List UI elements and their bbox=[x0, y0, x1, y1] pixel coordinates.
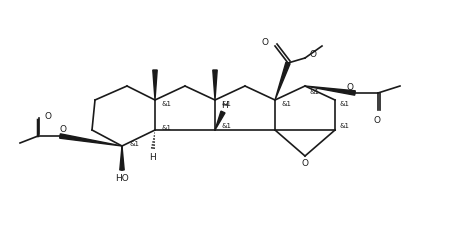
Text: &1: &1 bbox=[129, 141, 139, 147]
Text: &1: &1 bbox=[161, 101, 171, 107]
Text: &1: &1 bbox=[339, 101, 349, 107]
Text: O: O bbox=[373, 115, 381, 124]
Text: O: O bbox=[309, 50, 317, 59]
Text: O: O bbox=[346, 83, 354, 91]
Text: &1: &1 bbox=[281, 101, 291, 107]
Text: &1: &1 bbox=[309, 89, 319, 95]
Polygon shape bbox=[275, 62, 290, 100]
Text: &1: &1 bbox=[221, 101, 231, 107]
Text: &1: &1 bbox=[161, 125, 171, 131]
Text: O: O bbox=[261, 38, 269, 46]
Polygon shape bbox=[213, 70, 217, 100]
Text: H: H bbox=[222, 101, 228, 110]
Polygon shape bbox=[120, 146, 124, 170]
Polygon shape bbox=[305, 86, 355, 95]
Polygon shape bbox=[153, 70, 157, 100]
Text: O: O bbox=[59, 125, 67, 134]
Polygon shape bbox=[215, 111, 225, 130]
Text: &1: &1 bbox=[221, 123, 231, 129]
Text: H: H bbox=[149, 154, 156, 163]
Text: &1: &1 bbox=[339, 123, 349, 129]
Text: O: O bbox=[302, 159, 308, 169]
Text: HO: HO bbox=[115, 174, 129, 183]
Text: O: O bbox=[44, 111, 52, 120]
Polygon shape bbox=[60, 134, 122, 146]
